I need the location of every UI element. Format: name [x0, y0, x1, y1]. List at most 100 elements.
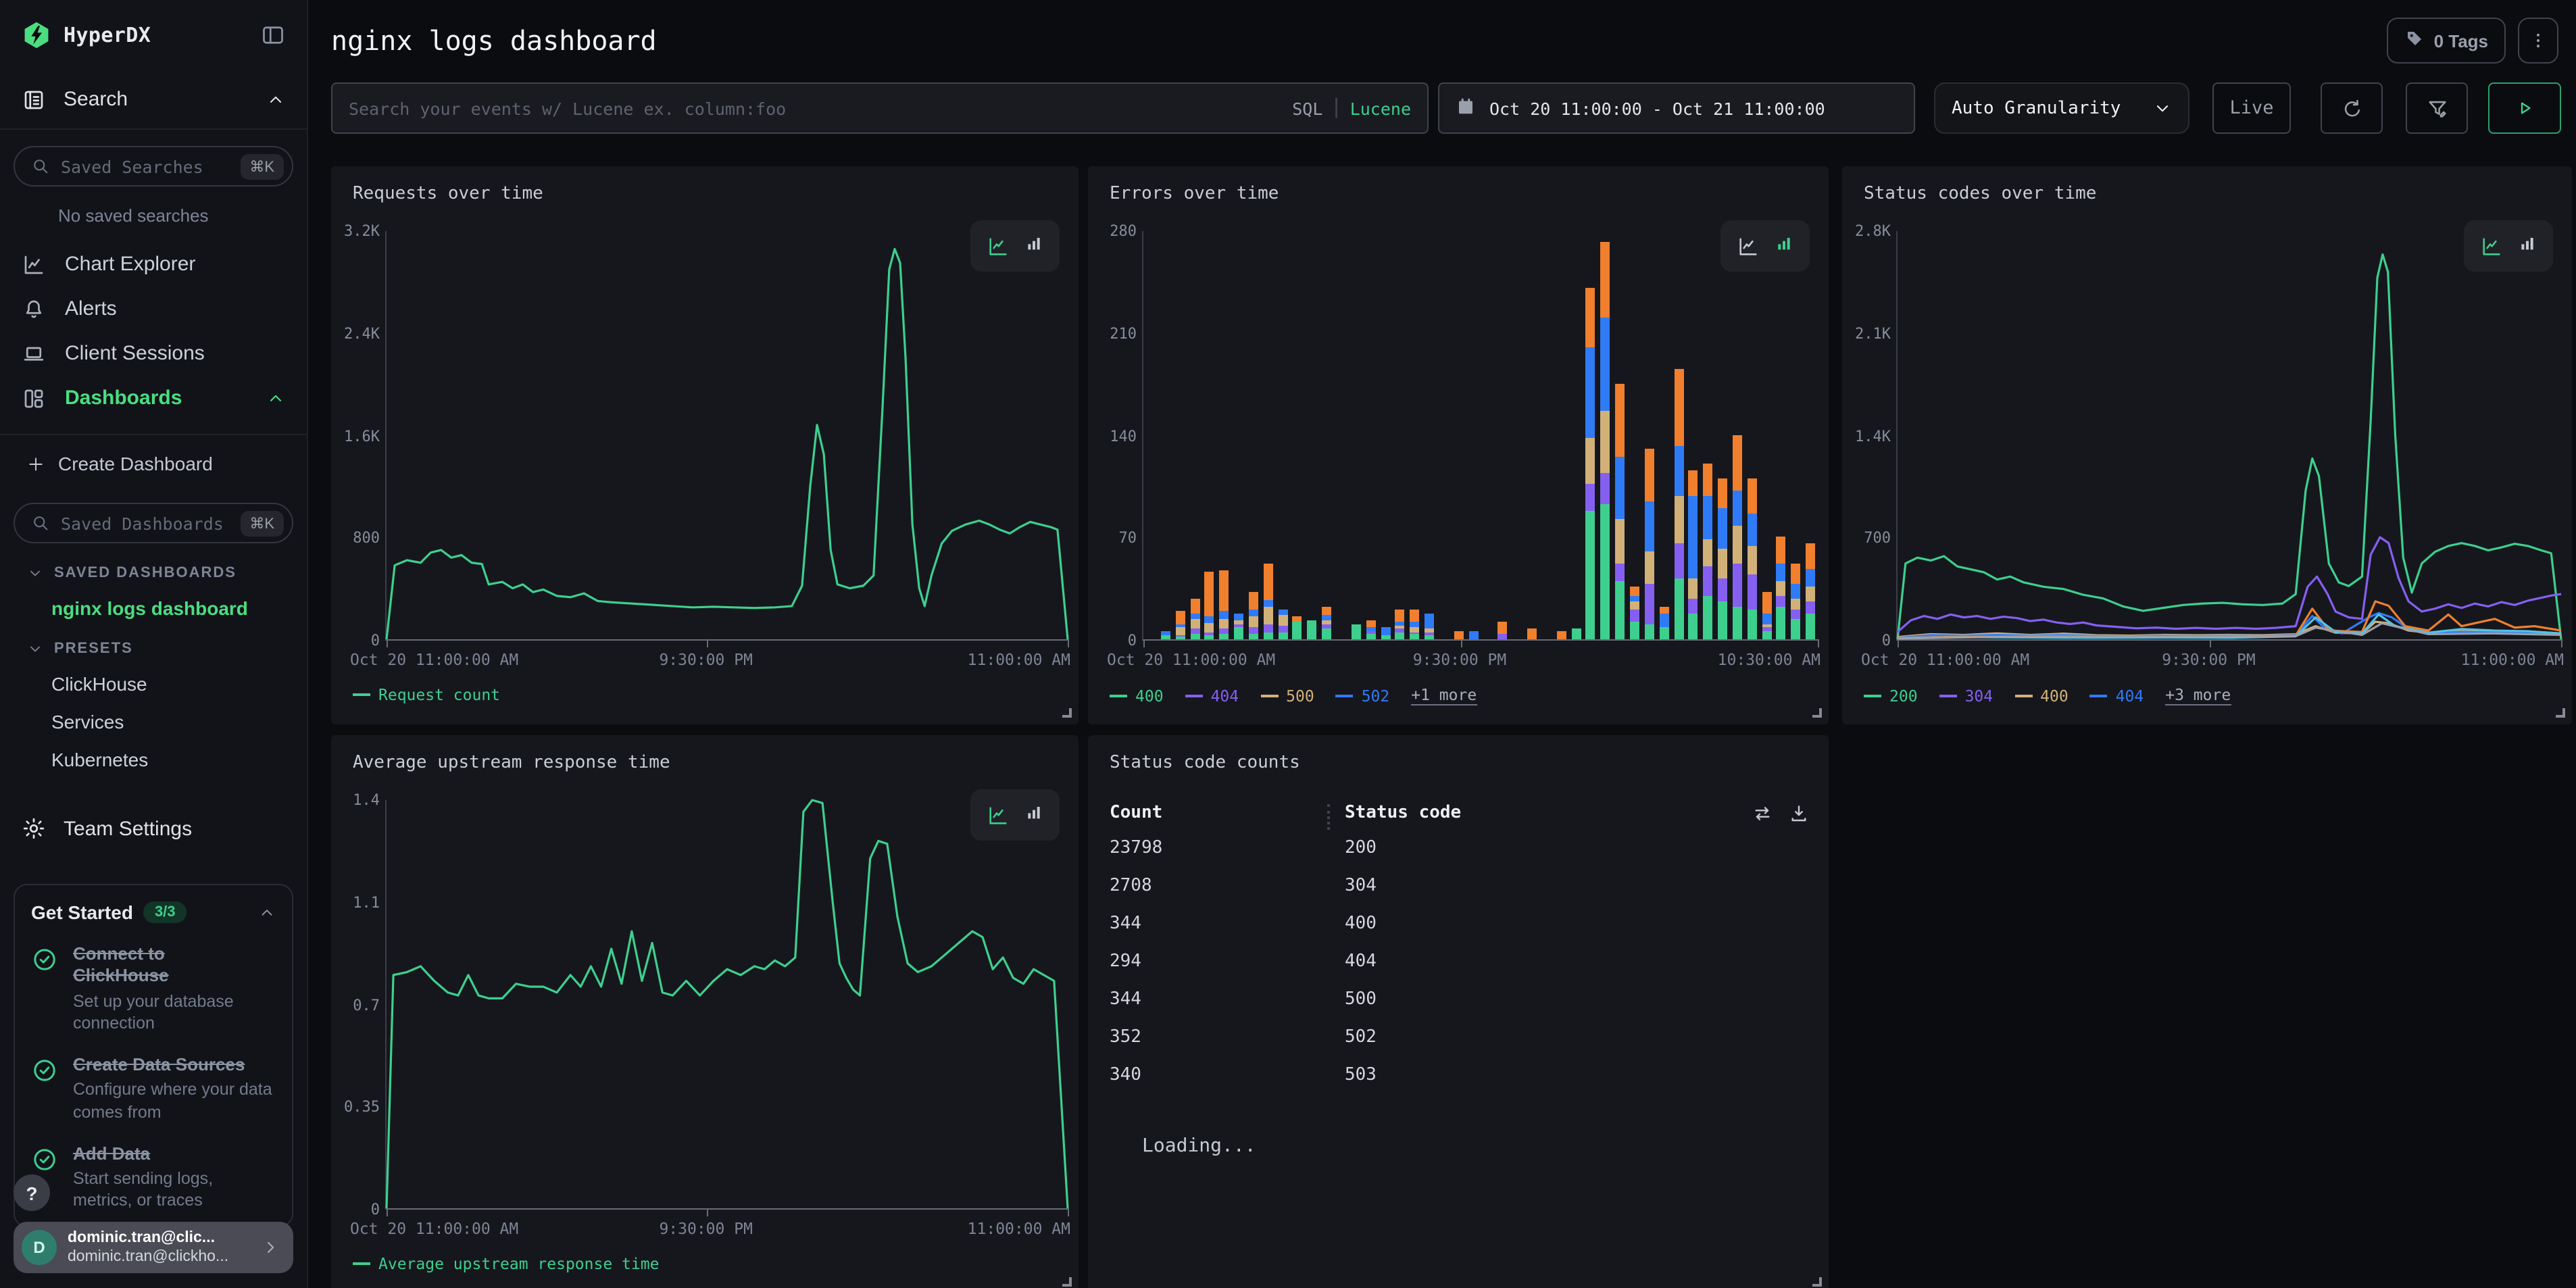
- dashboards-icon: [22, 386, 46, 410]
- line-chart-view-icon[interactable]: [986, 234, 1009, 257]
- x-axis-tick: [1068, 639, 1069, 647]
- panel-resize-handle[interactable]: [2556, 708, 2565, 718]
- tags-button[interactable]: 0 Tags: [2386, 18, 2506, 64]
- panel-resize-handle[interactable]: [1062, 708, 1072, 718]
- y-tick-label: 1.1: [353, 893, 380, 912]
- saved-dashboards-section-toggle[interactable]: SAVED DASHBOARDS: [27, 565, 307, 581]
- plus-icon: [27, 455, 45, 472]
- legend-item-502[interactable]: 502: [1335, 686, 1389, 705]
- legend-item-304[interactable]: 304: [1939, 686, 1993, 705]
- x-axis-tick: [1818, 639, 1819, 647]
- bar-segment-404: [1219, 628, 1229, 634]
- cell-status-code: 400: [1345, 914, 1377, 934]
- bar-segment-500: [1175, 627, 1185, 635]
- check-circle-icon: [31, 946, 58, 1034]
- sidebar-item-client-sessions[interactable]: Client Sessions: [0, 331, 307, 376]
- download-csv-icon[interactable]: [1788, 803, 1810, 824]
- live-button[interactable]: Live: [2212, 82, 2291, 134]
- sidebar-item-chart-explorer[interactable]: Chart Explorer: [0, 242, 307, 287]
- saved-searches-input[interactable]: Saved Searches ⌘K: [14, 146, 293, 187]
- filter-button[interactable]: [2406, 82, 2468, 134]
- sidebar-item-search[interactable]: Search: [0, 70, 307, 130]
- stacked-bar: [1234, 613, 1244, 639]
- sidebar-item-services[interactable]: Services: [51, 711, 124, 733]
- stacked-bar: [1292, 616, 1302, 639]
- event-search-input[interactable]: [349, 98, 1293, 118]
- sidebar-collapse-icon[interactable]: [261, 23, 285, 47]
- requests-chart-plot[interactable]: [385, 231, 1068, 647]
- bar-segment-400: [1585, 510, 1595, 639]
- sidebar-item-team-settings[interactable]: Team Settings: [0, 803, 307, 854]
- panel-title: Errors over time: [1110, 184, 1279, 204]
- column-resize-handle[interactable]: [1327, 804, 1330, 830]
- line-chart-view-icon[interactable]: [2479, 234, 2502, 257]
- presets-section-toggle[interactable]: PRESETS: [27, 641, 307, 657]
- y-tick-label: 140: [1110, 427, 1137, 445]
- help-button[interactable]: ?: [14, 1174, 50, 1211]
- sidebar-item-clickhouse[interactable]: ClickHouse: [51, 673, 147, 695]
- panel-resize-handle[interactable]: [1812, 1277, 1822, 1287]
- bar-segment-500: [1718, 548, 1728, 578]
- status-codes-chart-plot[interactable]: [1896, 231, 2561, 647]
- swap-columns-icon[interactable]: [1752, 803, 1773, 824]
- legend-item-404[interactable]: 404: [2089, 686, 2144, 705]
- sidebar-item-nginx-logs-dashboard[interactable]: nginx logs dashboard: [51, 597, 248, 619]
- line-chart-view-icon[interactable]: [1736, 234, 1759, 257]
- refresh-button[interactable]: [2321, 82, 2383, 134]
- get-started-step-sources[interactable]: Create Data Sources Configure where your …: [31, 1054, 276, 1123]
- sidebar-item-kubernetes[interactable]: Kubernetes: [51, 749, 149, 770]
- user-menu[interactable]: D dominic.tran@clic... dominic.tran@clic…: [14, 1222, 293, 1273]
- bar-segment-503: [1791, 563, 1801, 584]
- run-query-button[interactable]: [2488, 82, 2561, 134]
- legend-item-Average upstream response time[interactable]: Average upstream response time: [353, 1254, 659, 1273]
- get-started-step-connect[interactable]: Connect to ClickHouse Set up your databas…: [31, 943, 276, 1034]
- bar-segment-503: [1190, 598, 1200, 614]
- brand[interactable]: HyperDX: [0, 0, 307, 70]
- bar-segment-503: [1322, 607, 1332, 615]
- stacked-bar: [1556, 630, 1566, 639]
- bar-chart-view-icon[interactable]: [2516, 232, 2537, 260]
- legend-item-404[interactable]: 404: [1185, 686, 1239, 705]
- legend-item-Request count[interactable]: Request count: [353, 685, 500, 704]
- chevron-up-icon[interactable]: [266, 389, 285, 407]
- more-menu-button[interactable]: [2518, 18, 2558, 64]
- bar-chart-view-icon[interactable]: [1022, 801, 1044, 829]
- legend-item-400[interactable]: 400: [2014, 686, 2069, 705]
- lucene-toggle[interactable]: Lucene: [1349, 98, 1411, 118]
- avg-upstream-chart-plot[interactable]: [385, 800, 1068, 1216]
- sql-toggle[interactable]: SQL: [1292, 98, 1323, 118]
- x-tick-label: 11:00:00 AM: [2460, 650, 2564, 669]
- x-tick-label: 9:30:00 PM: [1412, 650, 1507, 669]
- granularity-select[interactable]: Auto Granularity: [1934, 82, 2189, 134]
- get-started-step-add-data[interactable]: Add Data Start sending logs, metrics, or …: [31, 1143, 276, 1212]
- legend-item-500[interactable]: 500: [1260, 686, 1314, 705]
- sidebar-item-dashboards[interactable]: Dashboards: [0, 376, 307, 420]
- stacked-bar: [1263, 563, 1273, 639]
- saved-dashboards-input[interactable]: Saved Dashboards ⌘K: [14, 503, 293, 543]
- legend-label: 200: [1889, 686, 1918, 705]
- legend-more-link[interactable]: +3 more: [2165, 685, 2231, 705]
- x-axis-tick: [2209, 639, 2211, 647]
- legend-swatch: [1185, 694, 1203, 697]
- panel-resize-handle[interactable]: [1062, 1277, 1072, 1287]
- chevron-up-icon[interactable]: [258, 903, 276, 921]
- legend-more-link[interactable]: +1 more: [1411, 685, 1477, 705]
- bar-segment-400: [1571, 628, 1581, 639]
- bar-segment-404: [1585, 484, 1595, 511]
- x-tick-label: Oct 20 11:00:00 AM: [1861, 650, 2030, 669]
- legend-item-400[interactable]: 400: [1110, 686, 1164, 705]
- bar-segment-500: [1190, 618, 1200, 629]
- date-range-picker[interactable]: Oct 20 11:00:00 - Oct 21 11:00:00: [1438, 82, 1915, 134]
- bar-chart-view-icon[interactable]: [1773, 232, 1794, 260]
- bar-segment-404: [1791, 610, 1801, 619]
- panel-resize-handle[interactable]: [1812, 708, 1822, 718]
- sidebar-item-alerts[interactable]: Alerts: [0, 287, 307, 331]
- line-chart-view-icon[interactable]: [986, 803, 1009, 826]
- legend-item-200[interactable]: 200: [1864, 686, 1918, 705]
- bar-chart-view-icon[interactable]: [1022, 232, 1044, 260]
- create-dashboard-button[interactable]: Create Dashboard: [0, 441, 307, 487]
- bar-segment-400: [1806, 613, 1816, 639]
- stacked-bar: [1160, 630, 1170, 639]
- errors-chart-plot[interactable]: [1142, 231, 1819, 647]
- chevron-up-icon[interactable]: [266, 90, 285, 109]
